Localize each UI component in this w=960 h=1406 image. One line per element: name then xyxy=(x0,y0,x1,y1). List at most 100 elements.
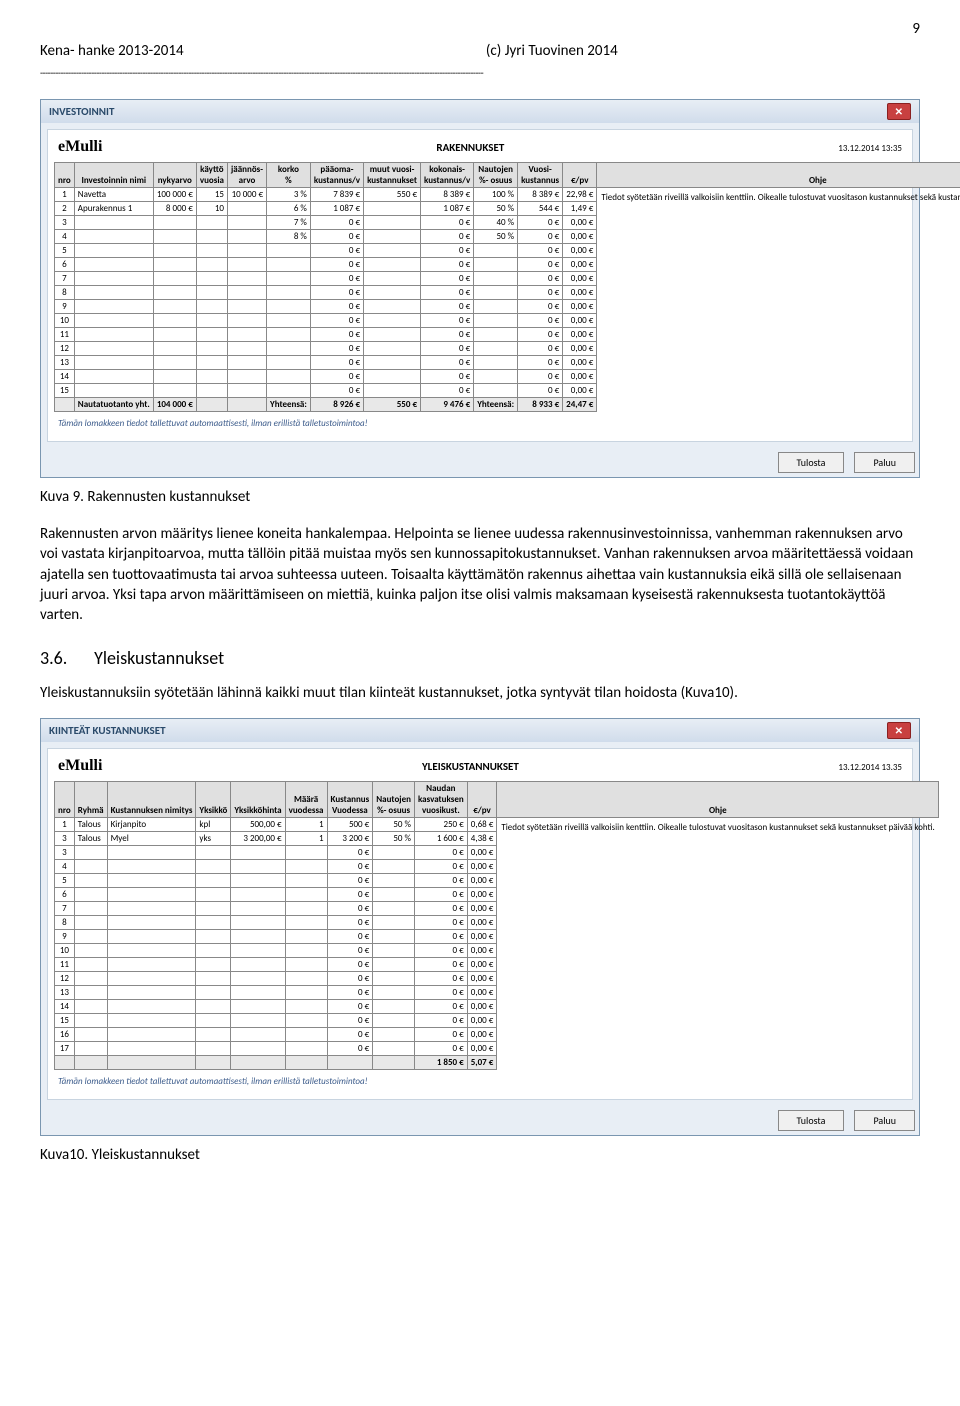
table-cell xyxy=(153,384,196,398)
print-button[interactable]: Tulosta xyxy=(778,452,845,473)
table-cell xyxy=(196,244,227,258)
table-cell: 0 € xyxy=(327,957,373,971)
table-cell xyxy=(55,398,75,412)
table-cell xyxy=(285,1027,327,1041)
table-cell: 6 xyxy=(55,887,75,901)
table-cell xyxy=(196,272,227,286)
table-cell: 1 087 € xyxy=(421,202,474,216)
table-cell: yks xyxy=(196,831,231,845)
table-cell: 1 xyxy=(55,817,75,831)
table-cell: 1 600 € xyxy=(414,831,467,845)
table-cell xyxy=(373,957,415,971)
divider: ----------------------------------------… xyxy=(40,66,920,79)
table-cell xyxy=(364,384,421,398)
table-cell xyxy=(74,1055,107,1069)
table-cell xyxy=(285,859,327,873)
table-cell xyxy=(153,272,196,286)
table-cell: 0,00 € xyxy=(467,859,497,873)
table-cell xyxy=(107,943,196,957)
table-cell: 8 389 € xyxy=(421,188,474,202)
table-cell: 0,00 € xyxy=(563,286,597,300)
table-cell xyxy=(74,342,153,356)
timestamp: 13.12.2014 13.35 xyxy=(838,762,902,773)
table-cell xyxy=(285,873,327,887)
table-cell xyxy=(74,957,107,971)
close-icon[interactable]: ✕ xyxy=(887,103,911,120)
table-cell: 0 € xyxy=(414,873,467,887)
table-cell: 0 € xyxy=(421,300,474,314)
table-cell xyxy=(74,384,153,398)
paragraph-1: Rakennusten arvon määritys lienee koneit… xyxy=(40,524,920,625)
table-cell xyxy=(227,216,266,230)
table-cell xyxy=(153,230,196,244)
table-cell xyxy=(107,929,196,943)
table-cell xyxy=(231,859,285,873)
table-cell: 8 926 € xyxy=(310,398,363,412)
table-header: Kustannuksen nimitys xyxy=(107,781,196,817)
table-cell xyxy=(196,230,227,244)
table-cell: Talous xyxy=(74,831,107,845)
table-cell xyxy=(364,216,421,230)
table-cell xyxy=(373,985,415,999)
table-header: nykyarvo xyxy=(153,163,196,188)
table-cell xyxy=(196,314,227,328)
table-cell: Myel xyxy=(107,831,196,845)
table-cell: 0 € xyxy=(310,230,363,244)
table-cell: 50 % xyxy=(474,202,518,216)
table-cell: 0 € xyxy=(518,384,563,398)
table-cell: 2 xyxy=(55,202,75,216)
table-cell xyxy=(267,272,311,286)
table-cell: 0,00 € xyxy=(467,971,497,985)
back-button[interactable]: Paluu xyxy=(854,1110,915,1131)
table-cell xyxy=(74,216,153,230)
table-header: Naudankasvatuksenvuosikust. xyxy=(414,781,467,817)
table-cell: 0 € xyxy=(327,901,373,915)
table-header: Ohje xyxy=(497,781,939,817)
table-cell: 0 € xyxy=(310,356,363,370)
table-cell: 500 € xyxy=(327,817,373,831)
table-cell xyxy=(227,370,266,384)
table-cell: 0 € xyxy=(327,915,373,929)
table-cell xyxy=(364,342,421,356)
table-cell: 0,00 € xyxy=(467,943,497,957)
brand: eMulli xyxy=(58,138,102,156)
table-cell: 100 000 € xyxy=(153,188,196,202)
table-cell: 40 % xyxy=(474,216,518,230)
table-cell: 3 xyxy=(55,831,75,845)
table-cell: 9 476 € xyxy=(421,398,474,412)
table-cell: 4 xyxy=(55,230,75,244)
table-cell xyxy=(196,845,231,859)
table-cell xyxy=(231,1013,285,1027)
table-cell xyxy=(267,328,311,342)
table-cell xyxy=(285,915,327,929)
table-cell: 7 xyxy=(55,272,75,286)
table-cell xyxy=(474,258,518,272)
close-icon[interactable]: ✕ xyxy=(887,722,911,739)
section-number: 3.6. xyxy=(40,647,90,669)
table-cell xyxy=(267,384,311,398)
table-cell: 500,00 € xyxy=(231,817,285,831)
table-cell: 15 xyxy=(55,384,75,398)
table-cell: Kirjanpito xyxy=(107,817,196,831)
table-cell xyxy=(196,328,227,342)
table-cell: 8 xyxy=(55,915,75,929)
table-cell: 550 € xyxy=(364,398,421,412)
table-cell: 0,00 € xyxy=(563,328,597,342)
table-cell: 0,00 € xyxy=(563,216,597,230)
table-cell: 0 € xyxy=(518,286,563,300)
back-button[interactable]: Paluu xyxy=(854,452,915,473)
table-cell xyxy=(227,328,266,342)
table-cell xyxy=(74,845,107,859)
print-button[interactable]: Tulosta xyxy=(778,1110,845,1131)
table-cell xyxy=(196,370,227,384)
table-cell: 0 € xyxy=(414,1027,467,1041)
table-cell xyxy=(231,1041,285,1055)
autosave-hint: Tämän lomakkeen tiedot tallettuvat autom… xyxy=(54,412,906,435)
table-cell: 7 xyxy=(55,901,75,915)
table-cell xyxy=(74,328,153,342)
table-cell: 0 € xyxy=(414,915,467,929)
rakennukset-table: nroInvestoinnin niminykyarvokäyttövuosia… xyxy=(54,162,960,412)
table-cell: 0 € xyxy=(310,286,363,300)
table-cell xyxy=(153,286,196,300)
table-cell xyxy=(364,258,421,272)
